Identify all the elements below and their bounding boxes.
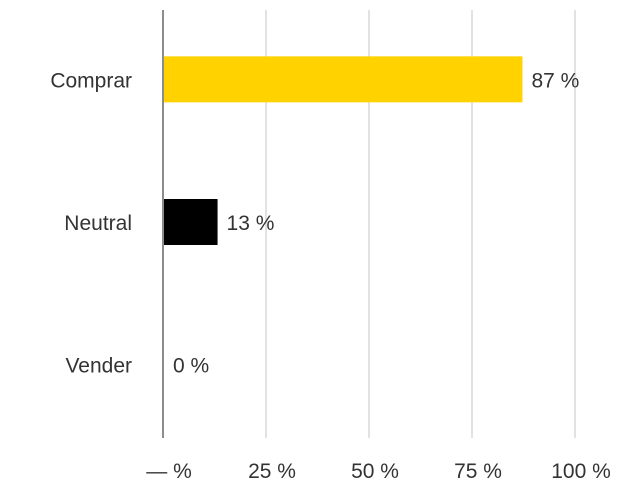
- bar-neutral: [164, 199, 218, 245]
- bar-comprar: [164, 56, 523, 103]
- value-label: 0 %: [173, 355, 209, 378]
- category-label: Comprar: [50, 69, 132, 92]
- x-tick-label: 25 %: [248, 460, 296, 483]
- value-label: 13 %: [227, 212, 275, 235]
- value-label: 87 %: [531, 69, 579, 92]
- bars: [164, 56, 523, 245]
- category-label: Vender: [65, 355, 132, 378]
- category-label: Neutral: [64, 212, 132, 235]
- x-tick-label: — %: [146, 460, 192, 483]
- x-tick-label: 50 %: [351, 460, 399, 483]
- x-tick-label: 100 %: [551, 460, 611, 483]
- labels: — % 25 % 50 % 75 % 100 % Comprar 87 % Neutral 13…: [50, 69, 610, 483]
- x-tick-label: 75 %: [454, 460, 502, 483]
